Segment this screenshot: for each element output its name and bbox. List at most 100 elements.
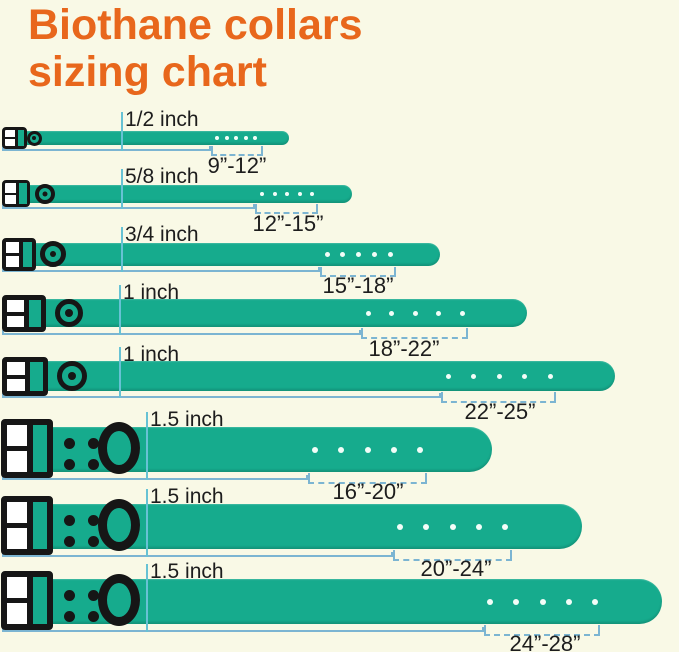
size-range-bracket [393, 550, 512, 561]
collar-width-label: 1.5 inch [150, 485, 224, 508]
collar-hole [436, 310, 441, 316]
size-range-label: 22”-25” [464, 399, 536, 424]
collar-hole [471, 373, 476, 379]
buckle-d-ring-icon [98, 422, 140, 474]
collar-hole [310, 192, 314, 196]
size-range-bracket [320, 267, 396, 277]
collar-hole [285, 192, 289, 196]
measure-line [2, 267, 320, 272]
buckle-d-ring-icon [98, 499, 140, 551]
width-leader-line [121, 169, 123, 209]
rivet-dot [87, 535, 99, 547]
collar-strap [4, 427, 492, 472]
ring-center-dot [65, 309, 73, 317]
rivet-dot [63, 437, 75, 449]
rivet-dot [87, 610, 99, 622]
width-leader-line [121, 227, 123, 272]
buckle-strap-through [16, 130, 24, 146]
buckle-d-ring-icon [98, 574, 140, 626]
buckle-center-bar [7, 446, 31, 451]
buckle-frame [2, 180, 30, 207]
buckle-strap-through [17, 183, 27, 204]
buckle-frame [1, 571, 53, 630]
buckle-strap-through [30, 577, 47, 624]
buckle-ring-icon [35, 184, 55, 204]
collar-hole [272, 192, 277, 196]
collar-hole [475, 523, 482, 530]
buckle-strap-through [30, 502, 47, 549]
width-leader-line [119, 285, 121, 335]
collar-hole [389, 310, 394, 316]
collar-width-label: 5/8 inch [125, 165, 199, 188]
collar-hole [356, 252, 361, 257]
collar-hole [371, 252, 377, 257]
collar-hole [312, 446, 318, 453]
buckle-strap-through [26, 300, 41, 327]
buckle-center-bar [5, 137, 17, 139]
buckle-frame [2, 238, 36, 271]
collar-hole [243, 136, 248, 140]
size-range-bracket [308, 473, 427, 484]
collar-hole [522, 373, 527, 379]
collar-width-label: 1.5 inch [150, 560, 224, 583]
collar-width-label: 3/4 inch [125, 223, 199, 246]
buckle-strap-through [21, 242, 32, 267]
collar-strap [4, 243, 440, 266]
buckle-center-bar [6, 253, 22, 256]
rivet-dot [63, 610, 75, 622]
collar-hole [387, 252, 393, 257]
rivet-dot [87, 458, 99, 470]
rivet-dot [87, 437, 99, 449]
buckle-center-bar [7, 374, 28, 379]
collar-hole [260, 192, 264, 196]
rivet-dot [87, 589, 99, 601]
collar-hole [338, 446, 345, 453]
buckle-ring-icon [26, 130, 42, 146]
collar-hole [364, 446, 371, 453]
buckle-center-bar [5, 192, 18, 195]
size-range-label: 24”-28” [509, 631, 581, 652]
size-range-label: 9”-12” [207, 153, 267, 178]
size-range-bracket [255, 204, 318, 214]
collar-hole [397, 523, 403, 530]
buckle-frame [1, 496, 53, 555]
measure-line [2, 330, 361, 335]
size-range-label: 20”-24” [420, 556, 492, 581]
collar-hole [253, 136, 257, 140]
size-range-bracket [484, 625, 600, 636]
collar-hole [487, 598, 493, 605]
collar-hole [565, 598, 572, 605]
collar-hole [539, 598, 546, 605]
collar-hole [365, 310, 371, 316]
width-leader-line [119, 347, 121, 398]
ring-center-dot [68, 372, 76, 380]
buckle-center-bar [7, 598, 31, 603]
collar-hole [496, 373, 502, 379]
collar-strap [4, 131, 289, 145]
size-range-bracket [441, 392, 556, 403]
size-range-bracket [361, 328, 468, 339]
width-leader-line [146, 564, 148, 632]
rivet-dot [63, 589, 75, 601]
buckle-strap-through [27, 362, 43, 391]
rivet-dot [63, 458, 75, 470]
rivet-dot [87, 514, 99, 526]
size-range-label: 18”-22” [368, 336, 440, 361]
collar-strap [4, 361, 615, 391]
buckle-frame [2, 127, 27, 149]
collar-hole [423, 523, 430, 530]
width-leader-line [121, 112, 123, 151]
width-leader-line [146, 412, 148, 480]
buckle-center-bar [7, 523, 31, 528]
buckle-ring-icon [57, 361, 87, 391]
buckle-strap-through [30, 425, 47, 472]
rivet-dot [63, 514, 75, 526]
collar-hole [340, 252, 346, 257]
measure-line [2, 393, 441, 398]
rivet-dot [63, 535, 75, 547]
collar-hole [445, 373, 451, 379]
measure-line [2, 146, 211, 151]
page-title: Biothane collars sizing chart [28, 1, 363, 97]
buckle-frame [2, 295, 46, 332]
